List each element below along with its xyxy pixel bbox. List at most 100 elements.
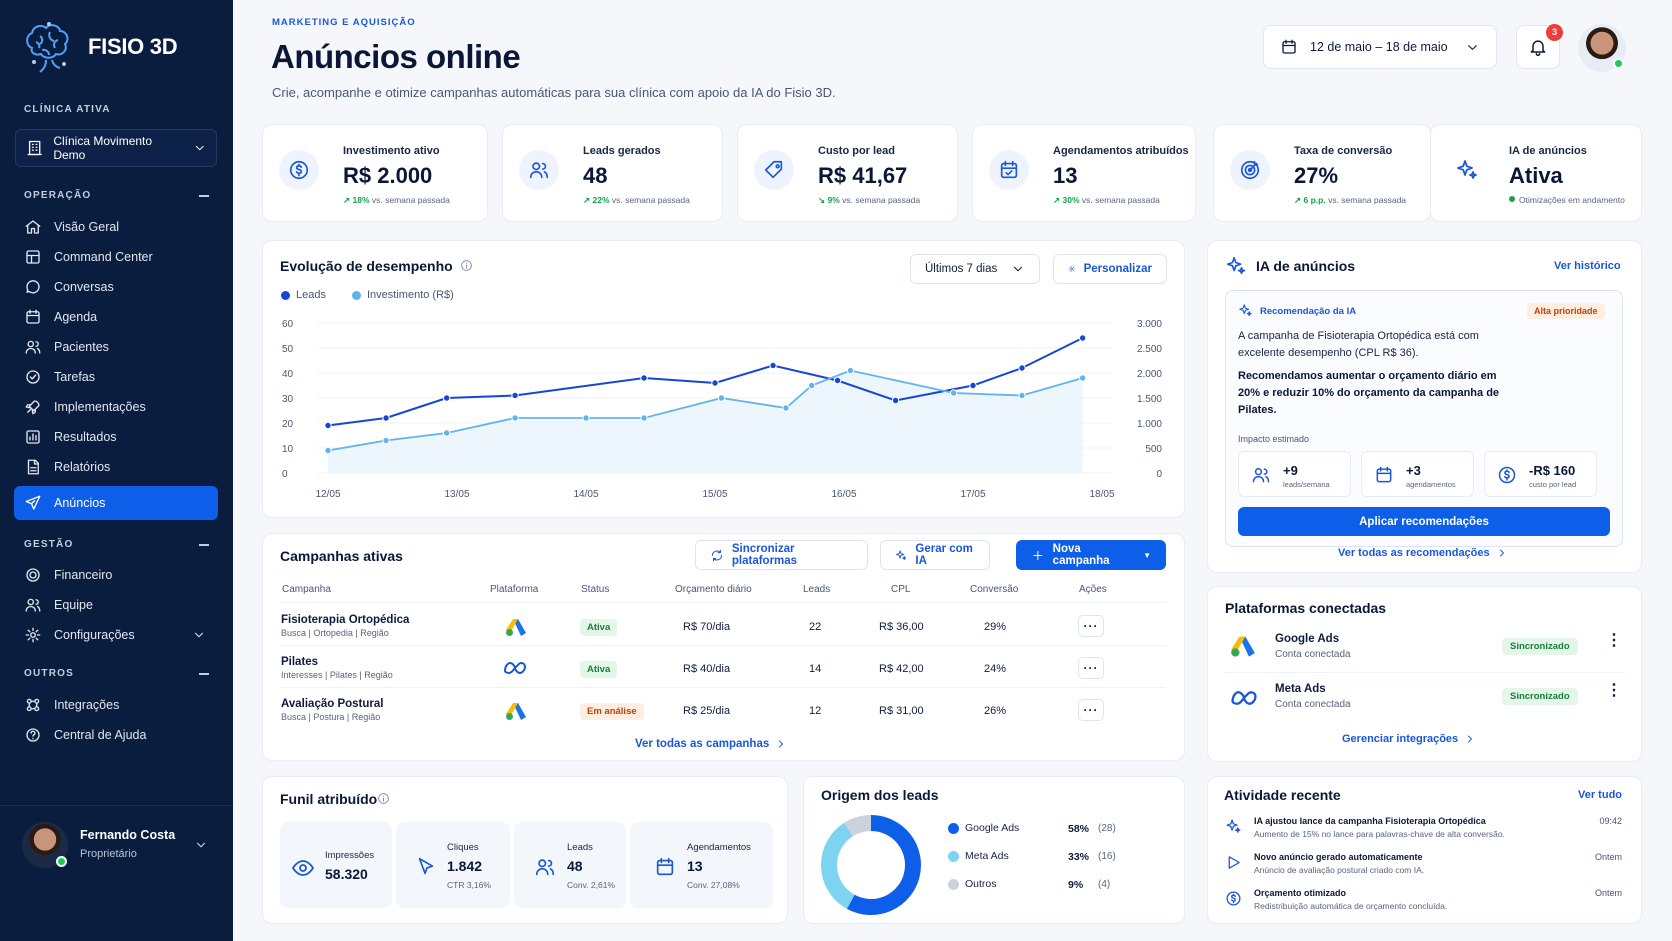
nav-item-implementacoes[interactable]: Implementações xyxy=(14,391,218,422)
nav-item-conversas[interactable]: Conversas xyxy=(14,271,218,302)
sync-platforms-button[interactable]: Sincronizar plataformas xyxy=(695,540,868,570)
y-tick-left: 40 xyxy=(282,369,294,380)
x-tick: 12/05 xyxy=(315,489,340,500)
row-actions-button[interactable]: ··· xyxy=(1078,699,1104,721)
date-range-value: 12 de maio – 18 de maio xyxy=(1310,40,1448,54)
chevron-right-icon xyxy=(1468,735,1473,743)
table-row-campaign[interactable]: Avaliação Postural Busca | Postura | Regi… xyxy=(281,698,384,722)
calendar-icon xyxy=(1282,39,1296,54)
customize-button[interactable]: Personalizar xyxy=(1053,254,1167,284)
see-all-recommendations-link[interactable]: Ver todas as recomendações xyxy=(1338,547,1508,559)
see-all-activity-link[interactable]: Ver tudo xyxy=(1578,789,1623,801)
nav-label: Pacientes xyxy=(54,339,109,354)
priority-badge: Alta prioridade xyxy=(1527,303,1605,319)
notification-count-badge: 3 xyxy=(1546,24,1563,41)
nav-item-agenda[interactable]: Agenda xyxy=(14,301,218,332)
clinic-selector[interactable]: Clínica Movimento Demo xyxy=(15,129,217,167)
funnel-title: Funil atribuído xyxy=(280,791,378,807)
nav-label: Central de Ajuda xyxy=(54,727,147,742)
nav-item-configuracoes[interactable]: Configurações xyxy=(14,619,218,650)
clinic-section-label: CLÍNICA ATIVA xyxy=(24,104,111,115)
period-select[interactable]: Últimos 7 dias xyxy=(910,254,1040,284)
nav-item-integracoes[interactable]: Integrações xyxy=(14,689,218,720)
google-ads-icon xyxy=(506,703,526,720)
more-vertical-icon[interactable]: ⋮ xyxy=(1606,633,1622,649)
nav-item-tarefas[interactable]: Tarefas xyxy=(14,361,218,392)
investment-point xyxy=(782,404,790,412)
user-role: Proprietário xyxy=(80,848,137,860)
see-all-campaigns-link[interactable]: Ver todas as campanhas xyxy=(635,738,787,750)
nav-label: Resultados xyxy=(54,429,117,444)
date-range-picker[interactable]: 12 de maio – 18 de maio xyxy=(1263,25,1497,69)
cpl-value: R$ 42,00 xyxy=(879,663,924,675)
chevron-down-icon xyxy=(196,842,206,848)
generate-ai-button[interactable]: Gerar com IA xyxy=(880,540,990,570)
user-profile-menu[interactable]: Fernando Costa Proprietário xyxy=(0,805,233,941)
user-name: Fernando Costa xyxy=(80,828,176,842)
nav-label: Agenda xyxy=(54,309,98,324)
row-actions-button[interactable]: ··· xyxy=(1078,615,1104,637)
activity-title: Atividade recente xyxy=(1224,787,1341,803)
nav-item-visao-geral[interactable]: Visão Geral xyxy=(14,211,218,242)
nav-item-relatorios[interactable]: Relatórios xyxy=(14,451,218,482)
nav-item-command-center[interactable]: Command Center xyxy=(14,241,218,272)
table-row-campaign[interactable]: Pilates Interesses | Pilates | Região xyxy=(281,656,393,680)
nav-item-equipe[interactable]: Equipe xyxy=(14,589,218,620)
divider xyxy=(280,602,1166,603)
nav-item-anuncios[interactable]: Anúncios xyxy=(14,486,218,520)
document-icon xyxy=(27,459,39,474)
kpi-value: R$ 2.000 xyxy=(343,163,433,188)
origin-pct: 33% xyxy=(1068,851,1090,863)
brand-logo[interactable]: FISIO 3D xyxy=(18,18,178,76)
bell-icon xyxy=(1530,40,1546,57)
dollar-icon xyxy=(1498,466,1516,484)
new-campaign-button[interactable]: Nova campanha ▼ xyxy=(1016,540,1166,570)
page-eyebrow: MARKETING E AQUISIÇÃO xyxy=(272,17,416,28)
recommendation-text: A campanha de Fisioterapia Ortopédica es… xyxy=(1238,330,1479,359)
nav-item-financeiro[interactable]: Financeiro xyxy=(14,559,218,590)
lead-origin-donut xyxy=(821,815,921,915)
collapse-operacao-icon[interactable] xyxy=(199,195,209,197)
calendar-check-icon xyxy=(989,150,1029,190)
recommendation-label: Recomendação da IA xyxy=(1260,306,1357,317)
col-leads: Leads xyxy=(803,584,831,595)
collapse-outros-icon[interactable] xyxy=(199,673,209,675)
history-link[interactable]: Ver histórico xyxy=(1554,260,1621,272)
grid-icon xyxy=(26,249,40,264)
origin-count: (4) xyxy=(1098,879,1111,890)
apply-recommendations-button[interactable]: Aplicar recomendações xyxy=(1238,507,1610,536)
origin-count: (16) xyxy=(1098,851,1116,862)
impact-appointments: +3 agendamentos xyxy=(1361,451,1474,497)
collapse-gestao-icon[interactable] xyxy=(199,544,209,546)
users-icon xyxy=(25,340,41,354)
manage-integrations-link[interactable]: Gerenciar integrações xyxy=(1342,733,1476,745)
nav-item-central-de-ajuda[interactable]: Central de Ajuda xyxy=(14,719,218,750)
section-label-operacao: OPERAÇÃO xyxy=(24,190,92,201)
dollar-icon xyxy=(279,150,319,190)
info-icon[interactable] xyxy=(460,259,473,272)
nav-label: Tarefas xyxy=(54,369,95,384)
calendar-icon xyxy=(1376,466,1392,483)
info-icon[interactable] xyxy=(377,792,390,805)
google-ads-icon xyxy=(1231,636,1255,657)
kpi-delta: ↗ 22% vs. semana passada xyxy=(583,195,690,205)
table-row-campaign[interactable]: Fisioterapia Ortopédica Busca | Ortopedia… xyxy=(281,614,410,638)
sync-badge: Sincronizado xyxy=(1502,638,1578,655)
impact-label: Impacto estimado xyxy=(1238,434,1310,444)
calendar-icon xyxy=(26,309,40,324)
performance-chart: 0 0 10 500 20 1.000 30 1.500 40 2.000 50 2.500 60 3.0… xyxy=(282,319,1162,500)
nav-label: Relatórios xyxy=(54,459,111,474)
nav-item-resultados[interactable]: Resultados xyxy=(14,421,218,452)
kpi-card-cpl: Custo por lead R$ 41,67 ↘ 9% vs. semana … xyxy=(737,124,958,222)
notifications-button[interactable]: 3 xyxy=(1516,24,1563,69)
more-vertical-icon[interactable]: ⋮ xyxy=(1606,683,1622,699)
y-tick-right: 0 xyxy=(1156,469,1162,480)
users-icon xyxy=(535,859,555,876)
nav-item-pacientes[interactable]: Pacientes xyxy=(14,331,218,362)
row-actions-button[interactable]: ··· xyxy=(1078,657,1104,679)
target-icon xyxy=(1230,150,1270,190)
origin-count: (28) xyxy=(1098,823,1116,834)
meta-icon xyxy=(503,661,527,675)
activity-card xyxy=(1207,776,1642,924)
platforms-card xyxy=(1207,586,1642,762)
